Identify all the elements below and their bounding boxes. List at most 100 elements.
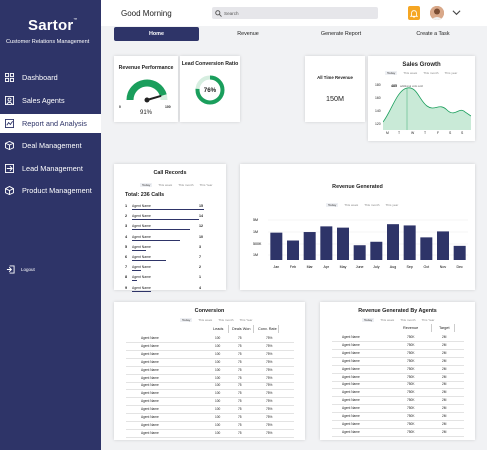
all-time-revenue-label: All Time Revenue — [317, 75, 353, 80]
filter-year[interactable]: This Year — [239, 318, 253, 322]
filter-month[interactable]: This month — [364, 203, 380, 207]
sidebar-item-dashboard[interactable]: Dashboard — [0, 68, 101, 87]
y-tick-label: 5M — [253, 218, 258, 222]
column-header: Deals Won — [232, 327, 251, 331]
bell-icon — [410, 9, 418, 18]
x-tick-label: Oct — [424, 265, 430, 269]
column-header: Conv. Rate — [258, 327, 277, 331]
sidebar-item-label: Report and Analysis — [22, 119, 87, 128]
donut-chart — [195, 75, 225, 105]
gauge-min: 0 — [119, 105, 121, 109]
filter-month[interactable]: This month — [400, 318, 416, 322]
rank-number: 5 — [125, 244, 128, 249]
call-progress-bar — [132, 260, 166, 261]
filter-month[interactable]: This month — [218, 318, 234, 322]
filter-year[interactable]: This Year — [199, 183, 213, 187]
bar-dec[interactable] — [453, 245, 466, 260]
agent-name: Agent Name — [141, 367, 159, 372]
table-cell: 75% — [266, 367, 273, 372]
table-cell: 750K — [407, 350, 415, 355]
table-cell: 75% — [266, 422, 273, 427]
agent-name: Agent Name — [141, 351, 159, 356]
agent-name: Agent Name — [141, 391, 159, 396]
agent-name: Agent Name — [141, 422, 159, 427]
tab-revenue[interactable]: Revenue — [237, 31, 259, 37]
x-tick-label: Feb — [290, 265, 296, 269]
filter-week[interactable]: This week — [380, 318, 395, 322]
filter-today[interactable]: Today — [180, 318, 193, 322]
filter-year[interactable]: This year — [444, 71, 458, 75]
bar-feb[interactable] — [287, 240, 299, 260]
bar-sep[interactable] — [403, 225, 416, 260]
call-count: 2 — [199, 265, 201, 270]
bar-mar[interactable] — [303, 232, 316, 260]
search-input[interactable]: Search — [212, 7, 378, 19]
table-cell: 75% — [266, 336, 273, 340]
table-cell: 2M — [442, 390, 447, 395]
tooltip-value: 485 — [391, 84, 397, 88]
filter-week[interactable]: This week — [403, 71, 418, 75]
filter-week[interactable]: This week — [198, 318, 213, 322]
filter-month[interactable]: This month — [423, 71, 439, 75]
filter-today[interactable]: Today — [385, 71, 398, 75]
table-cell: 75% — [266, 407, 273, 412]
brand-name: Sartor — [28, 17, 74, 34]
filter-today[interactable]: Today — [140, 183, 153, 187]
sidebar-item-product-management[interactable]: Product Management — [0, 181, 101, 200]
filter-month[interactable]: This month — [178, 183, 194, 187]
brand-mark: ™ — [73, 17, 78, 22]
x-tick: T — [424, 131, 427, 135]
tab-create-task[interactable]: Create a Task — [416, 31, 450, 37]
y-tick: 140 — [375, 109, 381, 113]
sidebar-item-deal-management[interactable]: Deal Management — [0, 136, 101, 155]
table-cell: 2M — [442, 421, 447, 426]
notifications-button[interactable] — [408, 6, 420, 20]
bar-apr[interactable] — [320, 226, 333, 260]
table-cell: 100 — [215, 351, 221, 356]
x-tick-label: Jan — [273, 265, 279, 269]
logout-icon — [6, 265, 15, 274]
filter-today[interactable]: Today — [362, 318, 375, 322]
gauge-max: 100 — [165, 105, 171, 109]
filter-year[interactable]: This Year — [421, 318, 435, 322]
x-tick: S — [461, 131, 464, 135]
bar-july[interactable] — [370, 241, 383, 260]
table-cell: 100 — [215, 375, 221, 380]
filter-year[interactable]: This year — [385, 203, 399, 207]
x-tick-label: Dec — [456, 265, 463, 269]
sidebar-item-lead-management[interactable]: Lead Management — [0, 159, 101, 178]
cube-icon — [5, 186, 14, 195]
card-title: Lead Conversion Ratio — [181, 61, 239, 67]
bar-june[interactable] — [353, 245, 366, 260]
bar-oct[interactable] — [420, 237, 433, 260]
sidebar-item-label: Deal Management — [22, 141, 82, 150]
brand-logo[interactable]: Sartor™ — [28, 17, 78, 34]
agent-name: Agent Name — [141, 407, 159, 412]
logout-button[interactable]: Logout — [6, 265, 35, 274]
filter-today[interactable]: Today — [326, 203, 339, 207]
table-cell: 100 — [215, 391, 221, 396]
filter-week[interactable]: This week — [344, 203, 359, 207]
sidebar-item-sales-agents[interactable]: Sales Agents — [0, 91, 101, 110]
bar-may[interactable] — [337, 227, 349, 260]
tab-home[interactable]: Home — [114, 27, 199, 41]
x-tick-label: Mar — [307, 265, 314, 269]
filter-week[interactable]: This week — [158, 183, 173, 187]
time-filter: Today This week This month This Year — [140, 183, 212, 187]
avatar[interactable] — [430, 6, 444, 20]
y-tick-label: 500K — [253, 242, 262, 246]
call-progress-bar — [132, 249, 147, 251]
table-cell: 750K — [407, 366, 415, 371]
bar-jan[interactable] — [270, 232, 283, 260]
chevron-down-icon[interactable] — [452, 9, 461, 16]
tab-generate-report[interactable]: Generate Report — [320, 31, 362, 37]
table-cell: 750K — [407, 335, 415, 339]
arrow-right-box-icon — [5, 164, 14, 173]
y-tick: 160 — [375, 96, 381, 100]
bar-nov[interactable] — [437, 231, 449, 260]
sidebar-item-report-analysis[interactable]: Report and Analysis — [0, 114, 101, 133]
bar-aug[interactable] — [387, 224, 399, 260]
table-cell: 100 — [215, 399, 221, 404]
table-cell: 100 — [215, 383, 221, 388]
box-icon — [5, 141, 14, 150]
